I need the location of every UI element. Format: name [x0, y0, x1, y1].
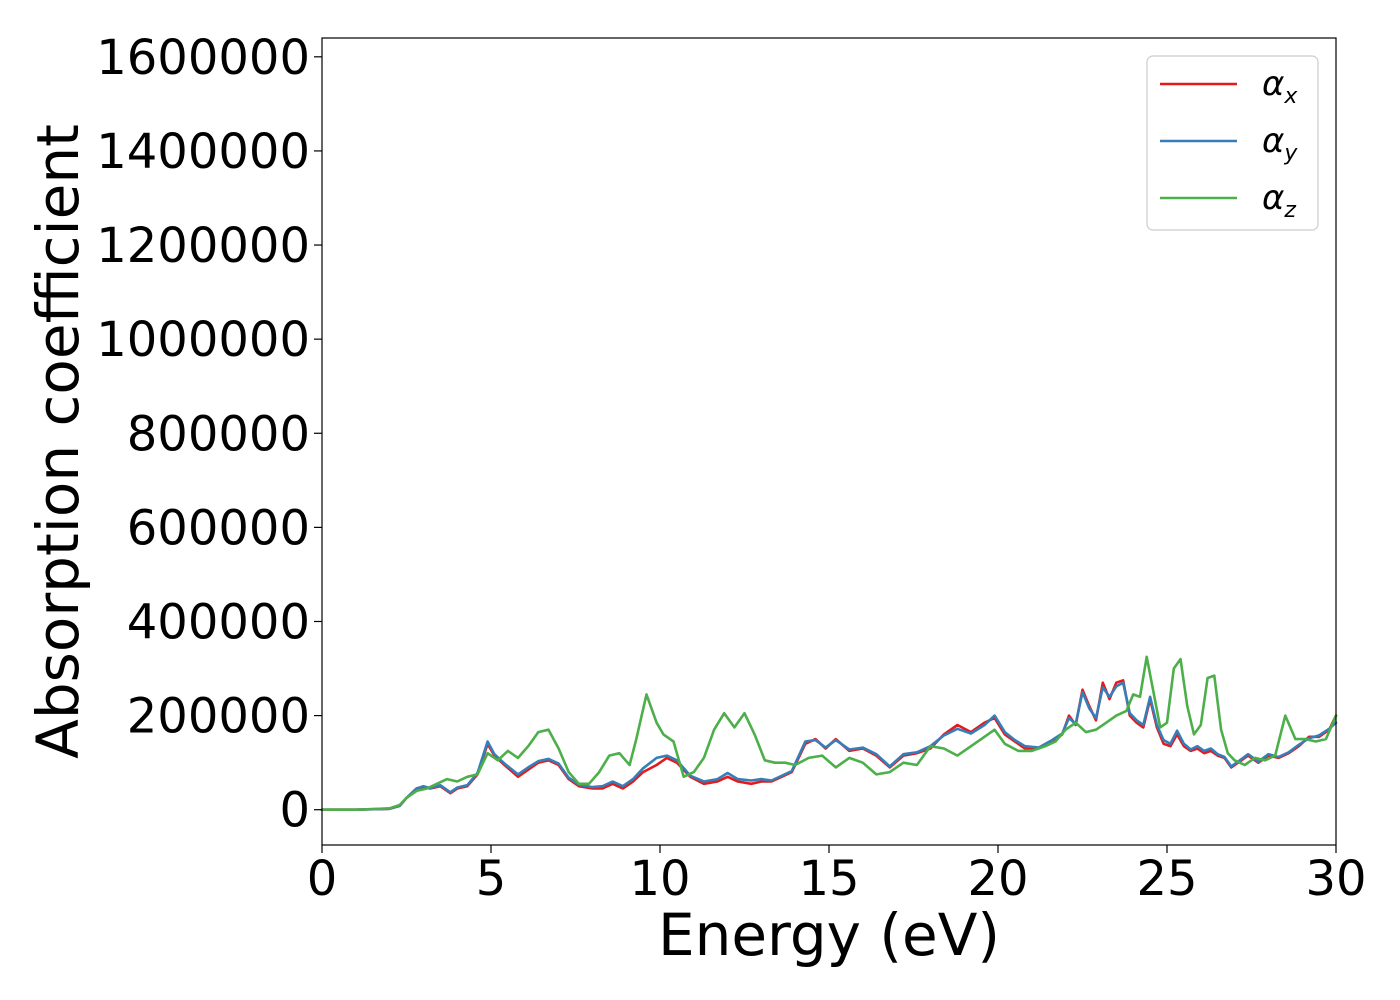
plot-frame [321, 37, 1337, 846]
legend-box [1146, 55, 1319, 231]
x-tick-label: 15 [798, 851, 859, 907]
series-line-y [320, 681, 1338, 812]
legend: αx αy αz [1146, 55, 1319, 231]
series-layer [320, 655, 1338, 812]
y-tick-label: 1600000 [96, 30, 310, 86]
y-tick-label: 400000 [127, 594, 310, 650]
y-tick-label: 1200000 [96, 218, 310, 274]
x-tick-label: 10 [629, 851, 690, 907]
legend-entry-x: αx [1262, 64, 1298, 109]
legend-entry-z: αz [1262, 178, 1296, 223]
y-axis-label: Absorption coefficient [24, 124, 92, 759]
y-tick-label: 0 [279, 783, 310, 839]
y-tick-label: 600000 [127, 500, 310, 556]
x-tick-label: 30 [1305, 851, 1366, 907]
y-tick-label: 200000 [127, 689, 310, 745]
x-axis-label: Energy (eV) [658, 901, 1000, 969]
x-axis-ticks: 0 5 10 15 20 25 30 [307, 845, 1367, 907]
y-tick-label: 1000000 [96, 312, 310, 368]
x-tick-label: 0 [307, 851, 338, 907]
series-line-z [320, 655, 1338, 812]
y-axis-ticks: 0 200000 400000 600000 800000 1000000 1200000 1… [96, 30, 322, 839]
x-tick-label: 20 [967, 851, 1028, 907]
x-tick-label: 5 [476, 851, 507, 907]
x-tick-label: 25 [1136, 851, 1197, 907]
legend-entry-y: αy [1262, 121, 1298, 166]
y-tick-label: 800000 [127, 406, 310, 462]
y-tick-label: 1400000 [96, 124, 310, 180]
